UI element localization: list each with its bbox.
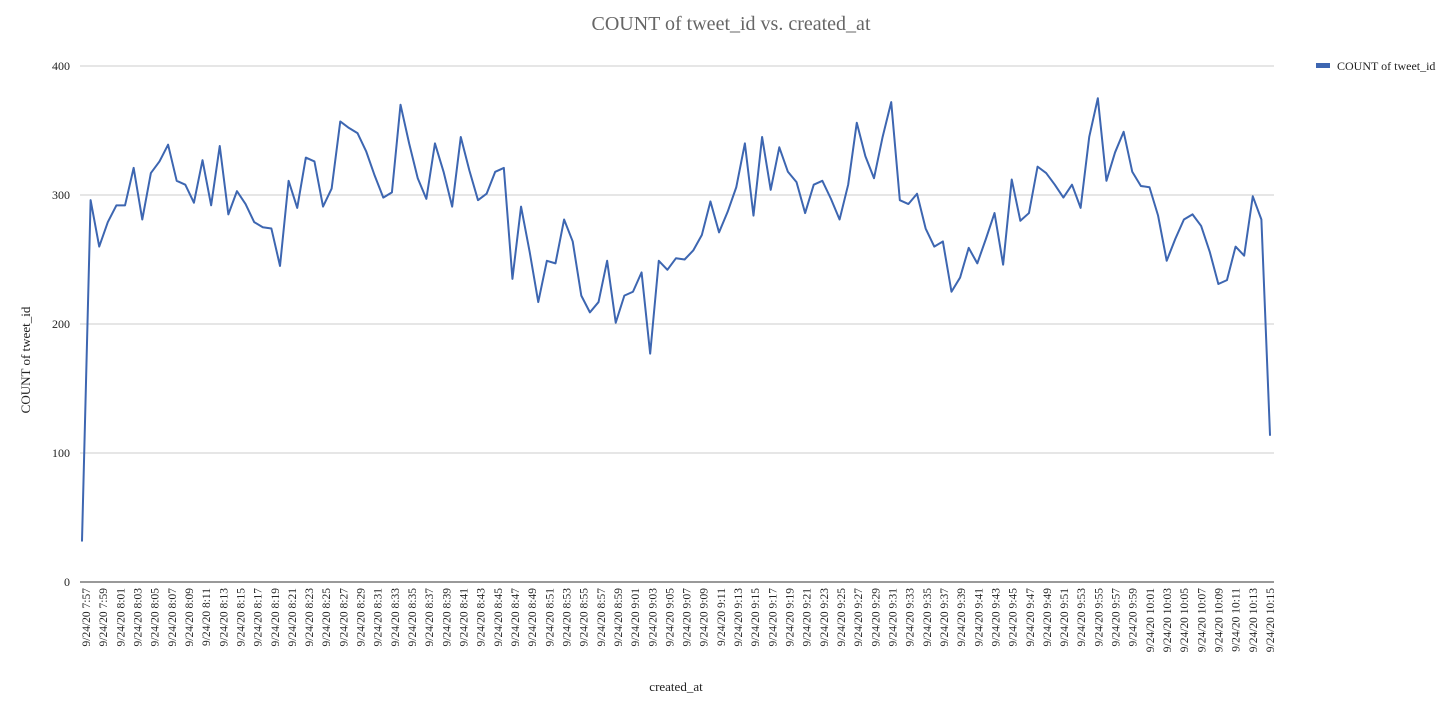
x-tick-label: 9/24/20 10:09 [1214, 588, 1226, 652]
x-tick-label: 9/24/20 8:47 [510, 588, 522, 647]
x-tick-label: 9/24/20 10:15 [1265, 588, 1277, 652]
x-tick-label: 9/24/20 8:15 [235, 588, 247, 647]
chart-title: COUNT of tweet_id vs. created_at [592, 13, 871, 35]
x-tick-label: 9/24/20 9:49 [1042, 588, 1054, 647]
x-tick-label: 9/24/20 8:59 [613, 588, 625, 647]
x-tick-label: 9/24/20 9:39 [956, 588, 968, 647]
x-tick-label: 9/24/20 9:17 [767, 588, 779, 647]
x-tick-label: 9/24/20 8:05 [150, 588, 162, 647]
x-axis-title: created_at [649, 679, 703, 694]
x-tick-label: 9/24/20 9:29 [870, 588, 882, 647]
x-tick-label: 9/24/20 8:27 [338, 588, 350, 647]
x-tick-label: 9/24/20 9:35 [922, 588, 934, 647]
x-tick-label: 9/24/20 8:37 [424, 588, 436, 647]
x-tick-label: 9/24/20 9:59 [1128, 588, 1140, 647]
x-tick-label: 9/24/20 9:25 [836, 588, 848, 647]
x-tick-label: 9/24/20 8:31 [373, 588, 385, 647]
x-tick-label: 9/24/20 10:07 [1196, 588, 1208, 652]
x-tick-label: 9/24/20 9:47 [1025, 588, 1037, 647]
y-tick-label-400: 400 [52, 59, 70, 73]
x-tick-label: 9/24/20 8:17 [253, 588, 265, 647]
x-tick-label: 9/24/20 9:57 [1111, 588, 1123, 647]
y-tick-label-100: 100 [52, 446, 70, 460]
x-tick-label: 9/24/20 9:21 [802, 588, 814, 647]
x-tick-label: 9/24/20 9:43 [990, 588, 1002, 647]
x-tick-label: 9/24/20 8:03 [132, 588, 144, 647]
x-axis-tick-labels: 9/24/20 7:57 9/24/20 7:59 9/24/20 8:01 9/24… [81, 588, 1277, 652]
x-tick-label: 9/24/20 8:41 [459, 588, 471, 647]
legend-swatch-count-of-tweet-id [1316, 63, 1330, 68]
y-tick-label-0: 0 [64, 575, 70, 589]
x-tick-label: 9/24/20 8:19 [270, 588, 282, 647]
series-layer [81, 97, 1271, 542]
x-tick-label: 9/24/20 8:25 [321, 588, 333, 647]
x-tick-label: 9/24/20 9:41 [973, 588, 985, 647]
x-tick-label: 9/24/20 9:11 [716, 588, 728, 646]
x-tick-label: 9/24/20 9:19 [785, 588, 797, 647]
x-tick-label: 9/24/20 9:53 [1076, 588, 1088, 647]
x-tick-label: 9/24/20 9:45 [1008, 588, 1020, 647]
x-tick-label: 9/24/20 8:55 [579, 588, 591, 647]
x-tick-label: 9/24/20 8:49 [527, 588, 539, 647]
x-tick-label: 9/24/20 8:53 [561, 588, 573, 647]
x-tick-label: 9/24/20 8:39 [441, 588, 453, 647]
y-tick-label-300: 300 [52, 188, 70, 202]
x-tick-label: 9/24/20 9:07 [682, 588, 694, 647]
x-tick-label: 9/24/20 8:51 [544, 588, 556, 647]
x-tick-label: 9/24/20 9:05 [664, 588, 676, 647]
legend: COUNT of tweet_id [1316, 59, 1435, 73]
x-tick-label: 9/24/20 9:31 [887, 588, 899, 647]
x-tick-label: 9/24/20 9:37 [939, 588, 951, 647]
x-tick-label: 9/24/20 7:59 [98, 588, 110, 647]
x-tick-label: 9/24/20 10:05 [1179, 588, 1191, 652]
x-tick-label: 9/24/20 8:07 [167, 588, 179, 647]
y-axis-title: COUNT of tweet_id [18, 306, 33, 413]
y-axis-tick-labels: 0 100 200 300 400 [52, 59, 70, 589]
x-tick-label: 9/24/20 9:33 [905, 588, 917, 647]
x-tick-label: 9/24/20 8:43 [476, 588, 488, 647]
x-tick-label: 9/24/20 8:29 [356, 588, 368, 647]
x-tick-label: 9/24/20 9:03 [647, 588, 659, 647]
y-tick-label-200: 200 [52, 317, 70, 331]
x-tick-label: 9/24/20 9:09 [699, 588, 711, 647]
x-tick-label: 9/24/20 8:57 [596, 588, 608, 647]
x-tick-label: 9/24/20 9:27 [853, 588, 865, 647]
x-tick-label: 9/24/20 9:15 [750, 588, 762, 647]
x-tick-label: 9/24/20 8:21 [287, 588, 299, 647]
legend-label-count-of-tweet-id: COUNT of tweet_id [1337, 59, 1435, 73]
x-tick-label: 9/24/20 8:23 [304, 588, 316, 647]
x-tick-label: 9/24/20 8:11 [201, 588, 213, 646]
x-tick-label: 9/24/20 7:57 [81, 588, 93, 647]
x-tick-label: 9/24/20 9:13 [733, 588, 745, 647]
series-line-count-of-tweet-id [81, 97, 1271, 542]
x-tick-label: 9/24/20 10:13 [1248, 588, 1260, 652]
x-tick-label: 9/24/20 9:51 [1059, 588, 1071, 647]
x-tick-label: 9/24/20 8:01 [115, 588, 127, 647]
x-tick-label: 9/24/20 10:01 [1145, 588, 1157, 652]
x-tick-label: 9/24/20 10:11 [1231, 588, 1243, 652]
x-tick-label: 9/24/20 9:55 [1093, 588, 1105, 647]
x-tick-label: 9/24/20 9:01 [630, 588, 642, 647]
x-tick-label: 9/24/20 8:33 [390, 588, 402, 647]
x-tick-label: 9/24/20 8:45 [493, 588, 505, 647]
x-tick-label: 9/24/20 8:35 [407, 588, 419, 647]
x-tick-label: 9/24/20 8:13 [218, 588, 230, 647]
x-tick-label: 9/24/20 10:03 [1162, 588, 1174, 652]
gridlines [80, 65, 1274, 583]
x-tick-label: 9/24/20 8:09 [184, 588, 196, 647]
x-tick-label: 9/24/20 9:23 [819, 588, 831, 647]
